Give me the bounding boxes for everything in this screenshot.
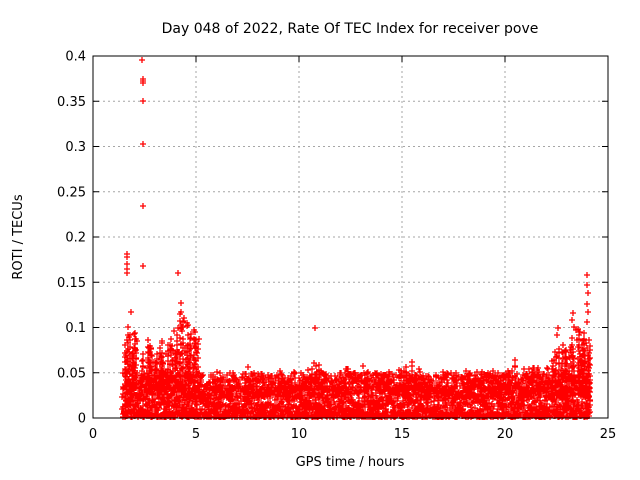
x-tick-label: 20 <box>497 427 514 442</box>
y-tick-label: 0.3 <box>65 140 86 155</box>
y-tick-label: 0.25 <box>57 185 86 200</box>
y-tick-label: 0 <box>78 412 86 427</box>
roti-outlier-points <box>124 57 591 370</box>
x-tick-label: 15 <box>394 427 411 442</box>
y-tick-label: 0.05 <box>57 366 86 381</box>
x-tick-label: 5 <box>192 427 200 442</box>
x-tick-label: 25 <box>600 427 617 442</box>
y-tick-label: 0.35 <box>57 95 86 110</box>
y-axis-label: ROTI / TECUs <box>11 194 26 279</box>
y-tick-label: 0.15 <box>57 276 86 291</box>
x-tick-labels: 0 5 10 15 20 25 <box>89 427 616 442</box>
y-tick-label: 0.4 <box>65 50 86 65</box>
y-tick-label: 0.1 <box>65 321 86 336</box>
x-tick-label: 0 <box>89 427 97 442</box>
plot-border <box>92 55 609 419</box>
roti-data-points <box>119 300 593 420</box>
x-axis-label: GPS time / hours <box>296 455 405 470</box>
y-tick-label: 0.2 <box>65 231 86 246</box>
x-tick-label: 10 <box>291 427 308 442</box>
y-tick-labels: 0 0.05 0.1 0.15 0.2 0.25 0.3 0.35 0.4 <box>57 50 86 427</box>
chart-title: Day 048 of 2022, Rate Of TEC Index for r… <box>162 21 539 37</box>
